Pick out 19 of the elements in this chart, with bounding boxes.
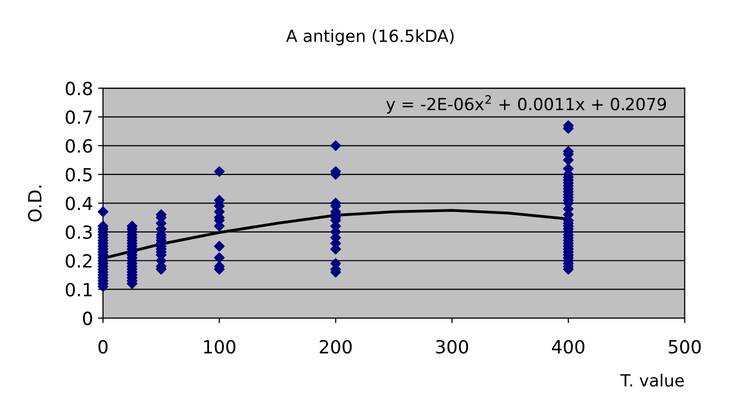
annotation: y = -2E-06x$^{2}$ + 0.0011x + 0.2079 <box>386 95 666 114</box>
y-axis-title: O.D. <box>28 186 42 222</box>
chart-title: A antigen (16.5kDA) <box>286 29 454 46</box>
x-tick-label: 500 <box>668 340 701 354</box>
y-tick-label: 0.3 <box>66 225 92 239</box>
y-tick-label: 0.1 <box>66 282 92 296</box>
x-tick-label: 0 <box>98 340 108 354</box>
y-tick-label: 0.8 <box>66 82 92 96</box>
x-tick-label: 300 <box>436 340 468 354</box>
x-tick-label: 400 <box>552 340 584 354</box>
y-tick-label: 0 <box>82 312 92 326</box>
y-tick-label: 0.5 <box>66 168 92 182</box>
x-tick-label: 200 <box>320 340 352 354</box>
x-tick-label: 100 <box>204 340 236 354</box>
y-tick-label: 0.2 <box>66 254 92 268</box>
y-tick-label: 0.4 <box>66 196 92 210</box>
x-axis-title: T. value <box>620 374 684 387</box>
y-tick-label: 0.7 <box>66 110 92 124</box>
y-tick-label: 0.6 <box>66 139 92 153</box>
